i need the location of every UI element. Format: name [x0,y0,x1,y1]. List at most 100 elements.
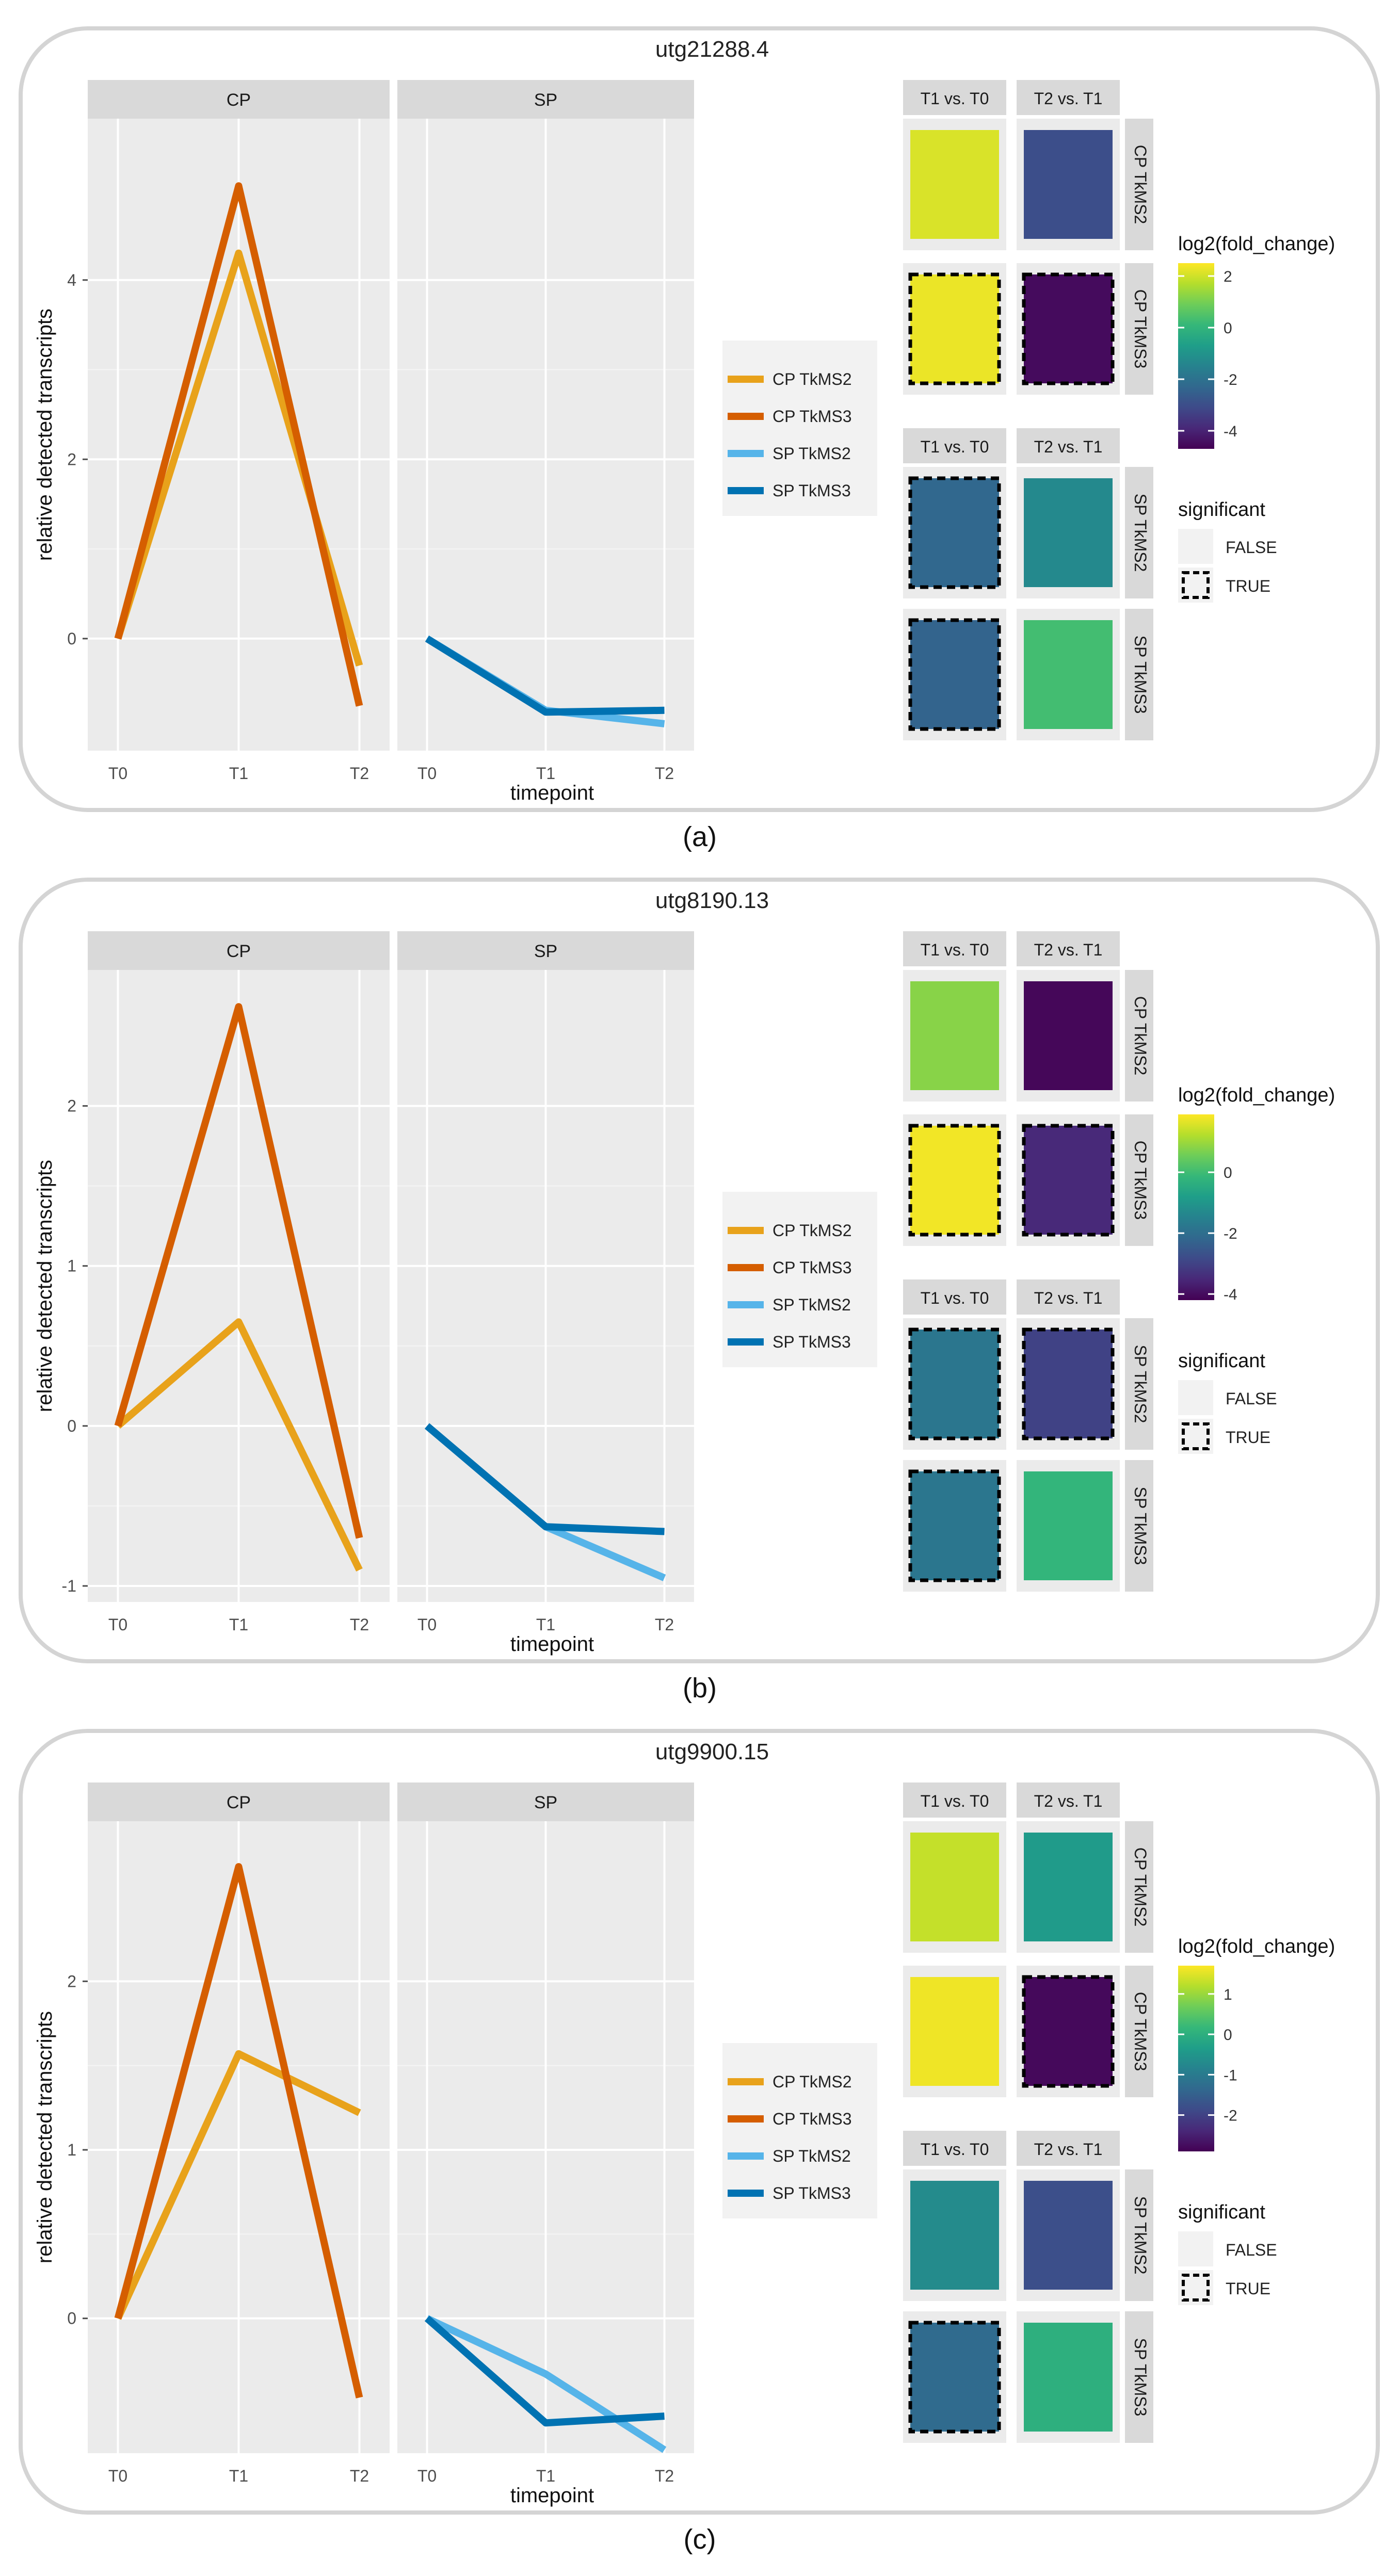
panel-caption: (a) [683,821,717,852]
heatmap-row-label: SP TkMS2 [1131,1345,1150,1423]
x-tick-label: T1 [229,2467,248,2485]
facet-strip [397,1783,694,1821]
significance-key-true [1182,1422,1210,1450]
colorbar-tick-label: 0 [1224,2027,1232,2044]
heatmap-tile-cp-tkms2-t2-vs-t1 [1024,130,1113,239]
heatmap-col-label: T2 vs. T1 [1034,1792,1103,1810]
x-tick-label: T0 [417,1615,437,1634]
heatmap-tile-cp-tkms2-t1-vs-t0 [910,1833,999,1941]
colorbar-title: log2(fold_change) [1178,1936,1335,1957]
heatmap-row-strip [1125,1821,1153,1953]
chart-panel-1: utg21288.4 (a) CP T0 T1 T2 SP T0 T1 T2 0 2 4 timepoin… [19,26,1380,852]
colorbar-legend: log2(fold_change) 1 0 -1 -2 [1178,1936,1335,2151]
heatmap-row-label: SP TkMS2 [1131,2196,1150,2275]
heatmap-col-label: T1 vs. T0 [921,89,989,108]
heatmap-row-label: SP TkMS2 [1131,494,1150,572]
legend-label: CP TkMS2 [773,1221,852,1240]
series-line-cp-tkms3 [114,1003,363,1539]
heatmap-row-strip [1125,609,1153,740]
heatmap-tile-cp-tkms3-t1-vs-t0 [910,1977,999,2086]
heatmap-col-strip [1017,931,1120,966]
y-tick-label: 2 [67,1097,76,1115]
colorbar-tick-label: -1 [1224,2067,1237,2084]
facet-sp: SP T0 T1 T2 [397,931,694,1634]
series-legend: CP TkMS2 CP TkMS3 SP TkMS2 SP TkMS3 [722,1192,877,1367]
legend-label: CP TkMS2 [773,2072,852,2091]
legend-label: SP TkMS3 [773,481,851,500]
legend-background [722,2043,877,2218]
heatmap-col-strip [903,1279,1006,1315]
series-legend: CP TkMS2 CP TkMS3 SP TkMS2 SP TkMS3 [722,2043,877,2218]
heatmap-tile-cp-tkms3-t2-vs-t1 [1022,1124,1115,1237]
heatmap-tile-sp-tkms2-t1-vs-t0 [908,1327,1001,1440]
legend-label: SP TkMS3 [773,2184,851,2202]
heatmap-tile-sp-tkms3-t2-vs-t1 [1024,1471,1113,1580]
series-legend: CP TkMS2 CP TkMS3 SP TkMS2 SP TkMS3 [722,341,877,516]
colorbar [1178,1114,1214,1300]
heatmap-col-strip [903,2131,1006,2166]
y-tick-label: 4 [67,271,76,289]
heatmap-col-strip [1017,1279,1120,1315]
heatmap-row-strip [1125,1460,1153,1592]
facet-strip-label: CP [227,1793,251,1812]
facet-strip-label: SP [534,942,557,961]
heatmap-tile-cp-tkms2-t1-vs-t0 [910,130,999,239]
legend-background [722,341,877,516]
heatmap-row-label: CP TkMS3 [1131,1992,1150,2071]
heatmap-col-label: T2 vs. T1 [1034,1289,1103,1307]
significance-key-false [1178,2231,1213,2266]
colorbar-tick-label: 0 [1224,320,1232,337]
facet-strip [88,931,390,970]
heatmap-tile-cp-tkms2-t2-vs-t1 [1024,981,1113,1090]
colorbar-tick-label: -2 [1224,371,1237,388]
significance-label: FALSE [1226,2241,1277,2259]
significance-legend: significant FALSE TRUE [1178,1350,1277,1454]
heatmap-col-label: T1 vs. T0 [921,2140,989,2159]
heatmap-row-strip [1125,1318,1153,1450]
heatmap-row-label: CP TkMS3 [1131,1141,1150,1220]
facet-strip [88,1783,390,1821]
panel-caption: (b) [683,1673,717,1704]
facet-cp: CP T0 T1 T2 [88,1783,390,2485]
x-tick-label: T0 [417,764,437,783]
legend-label: CP TkMS3 [773,1258,852,1277]
heatmap-row-label: CP TkMS2 [1131,996,1150,1076]
colorbar-tick-label: -2 [1224,2108,1237,2125]
facet-strip-label: CP [227,942,251,961]
significance-label: FALSE [1226,1389,1277,1408]
legend-label: CP TkMS3 [773,407,852,426]
heatmap-tile-cp-tkms3-t1-vs-t0 [908,272,1001,385]
colorbar-legend: log2(fold_change) 2 0 -2 -4 [1178,233,1335,449]
heatmap-tile-cp-tkms2-t1-vs-t0 [910,981,999,1090]
facet-strip [88,80,390,119]
significance-title: significant [1178,2201,1265,2223]
legend-label: CP TkMS3 [773,2110,852,2128]
colorbar-tick-label: -4 [1224,423,1237,440]
legend-label: SP TkMS2 [773,444,851,463]
chart-title: utg21288.4 [655,37,769,62]
series-line-cp-tkms3 [114,1863,363,2399]
heatmap-row-strip [1125,970,1153,1101]
colorbar-title: log2(fold_change) [1178,233,1335,255]
heatmap-row-strip [1125,119,1153,250]
heatmap-tile-cp-tkms3-t1-vs-t0 [908,1124,1001,1237]
heatmap-tile-sp-tkms2-t2-vs-t1 [1022,1327,1115,1440]
facet-strip [397,80,694,119]
panel-frame [19,1729,1380,2515]
significance-label: TRUE [1226,577,1270,595]
x-tick-label: T1 [229,764,248,783]
x-tick-label: T0 [108,2467,127,2485]
heatmap-tile-sp-tkms3-t2-vs-t1 [1024,620,1113,729]
heatmap-row-label: SP TkMS3 [1131,1487,1150,1565]
y-tick-label: 1 [67,1257,76,1275]
heatmap-col-label: T2 vs. T1 [1034,438,1103,456]
series-line-sp-tkms3 [425,635,665,716]
facet-sp: SP T0 T1 T2 [397,1783,694,2485]
heatmap-row-strip [1125,1966,1153,2097]
heatmap-col-strip [903,428,1006,463]
heatmap-row-label: CP TkMS2 [1131,1848,1150,1927]
colorbar-tick-label: -4 [1224,1286,1237,1303]
significance-label: TRUE [1226,1428,1270,1447]
heatmap: T1 vs. T0 T2 vs. T1 T1 vs. T0 T2 vs. T1 CP T… [903,80,1153,740]
